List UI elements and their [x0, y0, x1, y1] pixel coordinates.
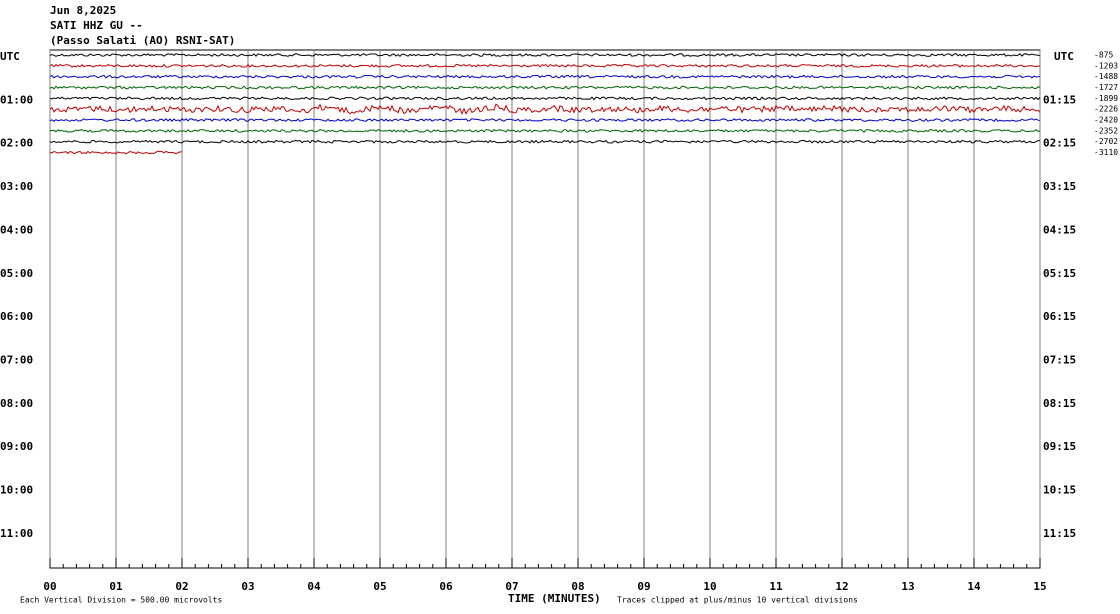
- trace-offset: -875: [1094, 51, 1113, 60]
- x-tick-label: 15: [1033, 580, 1046, 593]
- x-tick-label: 02: [175, 580, 188, 593]
- trace: [49, 74, 1041, 79]
- hour-label: 02:15: [1043, 137, 1076, 150]
- hour-label: 11:00: [0, 527, 33, 540]
- hour-label: 01:15: [1043, 93, 1076, 106]
- trace: [49, 128, 1041, 133]
- trace: [49, 53, 1041, 57]
- x-tick-label: 12: [835, 580, 848, 593]
- x-tick-label: 11: [769, 580, 783, 593]
- x-axis-label: TIME (MINUTES): [508, 592, 601, 605]
- hour-label: 06:15: [1043, 310, 1076, 323]
- hour-label: 07:15: [1043, 353, 1076, 366]
- trace: [49, 103, 1041, 116]
- trace-offset: -2420: [1094, 116, 1118, 125]
- hour-label: 02:00: [0, 137, 33, 150]
- left-axis-title: UTC: [0, 50, 20, 63]
- hour-label: 09:00: [0, 440, 33, 453]
- trace: [49, 139, 1040, 144]
- chart-title: Jun 8,2025: [50, 4, 116, 17]
- trace: [49, 63, 1041, 68]
- hour-label: 08:15: [1043, 397, 1076, 410]
- trace-offset: -2226: [1094, 105, 1118, 114]
- hour-label: 03:15: [1043, 180, 1076, 193]
- trace: [49, 96, 1041, 101]
- hour-label: 05:00: [0, 267, 33, 280]
- hour-label: 03:00: [0, 180, 33, 193]
- trace-offset: -1203: [1094, 61, 1118, 70]
- trace-offset: -1727: [1094, 83, 1118, 92]
- x-tick-label: 10: [703, 580, 716, 593]
- trace-offset: -3110: [1094, 148, 1118, 157]
- x-tick-label: 07: [505, 580, 518, 593]
- clip-note: Traces clipped at plus/minus 10 vertical…: [617, 596, 858, 605]
- hour-label: 11:15: [1043, 527, 1076, 540]
- hour-label: 09:15: [1043, 440, 1076, 453]
- hour-label: 08:00: [0, 397, 33, 410]
- hour-label: 10:15: [1043, 484, 1076, 497]
- trace: [49, 85, 1041, 90]
- hour-label: 04:00: [0, 223, 33, 236]
- hour-label: 01:00: [0, 93, 33, 106]
- trace: [49, 150, 182, 155]
- hour-label: 05:15: [1043, 267, 1076, 280]
- x-tick-label: 05: [373, 580, 386, 593]
- x-tick-label: 01: [109, 580, 123, 593]
- x-tick-label: 04: [307, 580, 321, 593]
- x-tick-label: 09: [637, 580, 650, 593]
- trace-offset: -1899: [1094, 94, 1118, 103]
- x-tick-label: 03: [241, 580, 254, 593]
- hour-label: 06:00: [0, 310, 33, 323]
- hour-label: 04:15: [1043, 223, 1076, 236]
- hour-label: 10:00: [0, 484, 33, 497]
- x-tick-label: 00: [43, 580, 56, 593]
- trace-offset: -2352: [1094, 126, 1118, 135]
- trace-offset: -2702: [1094, 137, 1118, 146]
- trace-offset: -1488: [1094, 72, 1118, 81]
- x-tick-label: 06: [439, 580, 453, 593]
- right-axis-title: UTC: [1054, 50, 1074, 63]
- chart-subtitle: SATI HHZ GU --: [50, 19, 143, 32]
- x-tick-label: 08: [571, 580, 584, 593]
- trace: [49, 117, 1041, 122]
- hour-label: 07:00: [0, 353, 33, 366]
- x-tick-label: 13: [901, 580, 914, 593]
- scale-note: Each Vertical Division = 500.00 microvol…: [20, 596, 222, 605]
- station-name: (Passo Salati (AO) RSNI-SAT): [50, 34, 235, 47]
- plot-frame: [49, 49, 1041, 569]
- x-tick-label: 14: [967, 580, 981, 593]
